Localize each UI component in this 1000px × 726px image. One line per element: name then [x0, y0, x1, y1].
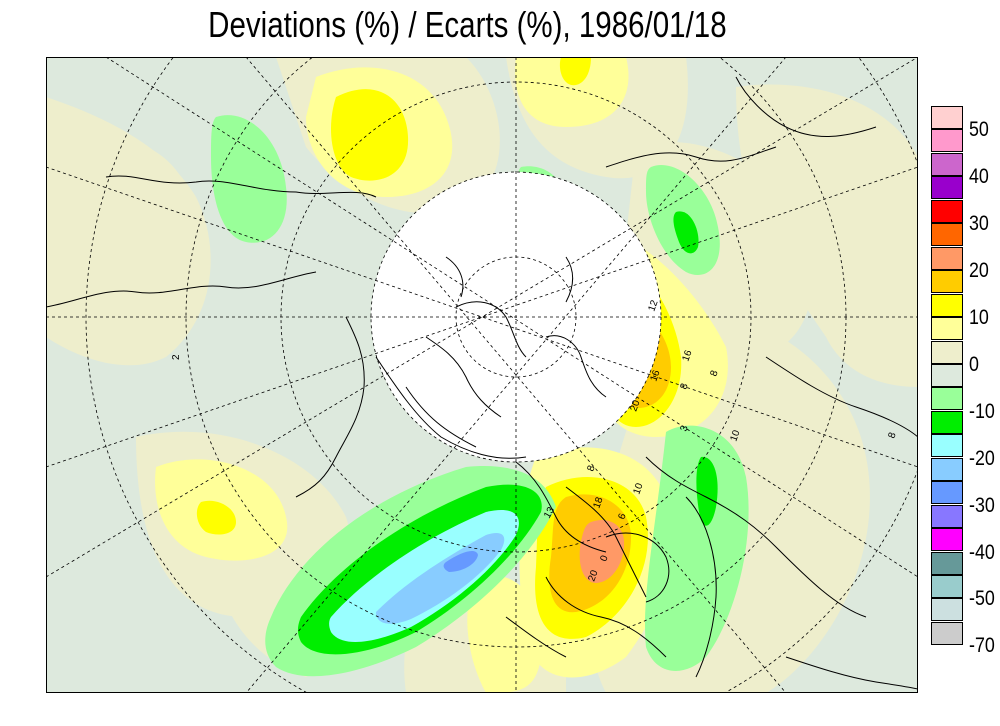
legend-swatch	[931, 457, 963, 481]
legend-swatch	[931, 504, 963, 528]
legend-swatch	[931, 621, 963, 645]
band-neg50	[443, 551, 478, 572]
contour-label: 16	[680, 348, 694, 363]
legend-swatch	[931, 129, 963, 153]
legend-swatch	[931, 481, 963, 505]
graticule	[46, 57, 918, 693]
legend-swatch	[931, 410, 963, 434]
color-legend: 50 40 30 20 10 0 -10 -20 -30 -40 -50 -70	[931, 106, 995, 656]
legend-swatch	[931, 363, 963, 387]
legend-swatch	[931, 434, 963, 458]
contour-label: 2	[171, 354, 182, 360]
legend-label: -30	[969, 493, 995, 517]
legend-swatch	[931, 106, 963, 129]
legend-label: -10	[969, 399, 995, 423]
legend-label: -50	[969, 587, 995, 611]
contour-label: 8	[678, 382, 690, 391]
legend-swatch	[931, 246, 963, 270]
legend-label: 20	[969, 259, 989, 283]
contour-label: 18	[591, 495, 605, 510]
legend-swatch	[931, 575, 963, 598]
legend-label: -40	[969, 540, 995, 564]
contour-label: 10	[631, 481, 645, 496]
contour-label: 8	[708, 369, 720, 378]
legend-swatch	[931, 270, 963, 294]
legend-swatch	[931, 340, 963, 364]
legend-swatch	[931, 223, 963, 247]
legend-swatch	[931, 317, 963, 341]
legend-label: 40	[969, 165, 989, 189]
legend-swatch	[931, 199, 963, 223]
contour-labels: 12 16 16 8 20 8 3 10 8 18 10 13 6 20 0 8…	[171, 298, 899, 583]
map-title: Deviations (%) / Ecarts (%), 1986/01/18	[208, 4, 727, 45]
contour-label: 8	[585, 464, 597, 473]
contour-label: 20	[586, 568, 600, 583]
legend-swatch	[931, 387, 963, 411]
legend-label: -20	[969, 446, 995, 470]
contour-label: 6	[616, 512, 628, 521]
contour-label: 16	[648, 368, 662, 383]
contour-label: 0	[598, 554, 610, 563]
legend-swatch	[931, 176, 963, 200]
legend-swatch	[931, 598, 963, 622]
legend-swatch	[931, 152, 963, 176]
contour-label: 13	[542, 505, 557, 521]
legend-label: 10	[969, 306, 989, 330]
contour-label: 10	[728, 428, 742, 443]
legend-swatch	[931, 551, 963, 575]
map-canvas: 12 16 16 8 20 8 3 10 8 18 10 13 6 20 0 8…	[46, 57, 918, 693]
legend-swatch	[931, 528, 963, 552]
legend-label: -70	[969, 634, 995, 658]
map-frame	[46, 57, 918, 693]
coastlines	[46, 76, 918, 690]
legend-label: 50	[969, 118, 989, 142]
legend-label: 0	[969, 352, 979, 376]
legend-swatch	[931, 293, 963, 317]
contour-label: 12	[646, 298, 660, 313]
legend-label: 30	[969, 212, 989, 236]
contour-label: 20	[628, 398, 642, 413]
contour-label: 8	[886, 431, 898, 440]
deviation-map: 12 16 16 8 20 8 3 10 8 18 10 13 6 20 0 8…	[46, 57, 918, 693]
contour-label: 3	[678, 424, 690, 433]
